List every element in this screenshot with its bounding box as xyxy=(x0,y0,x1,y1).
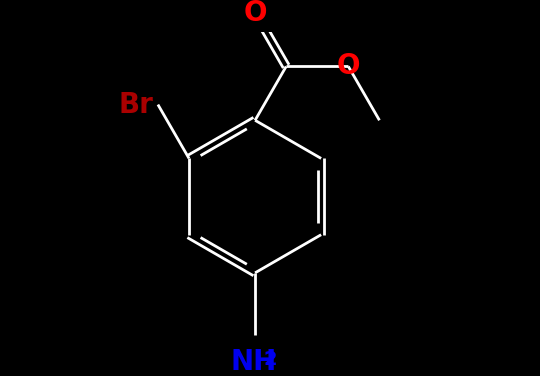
Text: NH: NH xyxy=(230,348,276,376)
Text: O: O xyxy=(336,52,360,80)
Text: Br: Br xyxy=(118,91,153,118)
Text: O: O xyxy=(244,0,267,27)
Text: 2: 2 xyxy=(263,350,277,369)
